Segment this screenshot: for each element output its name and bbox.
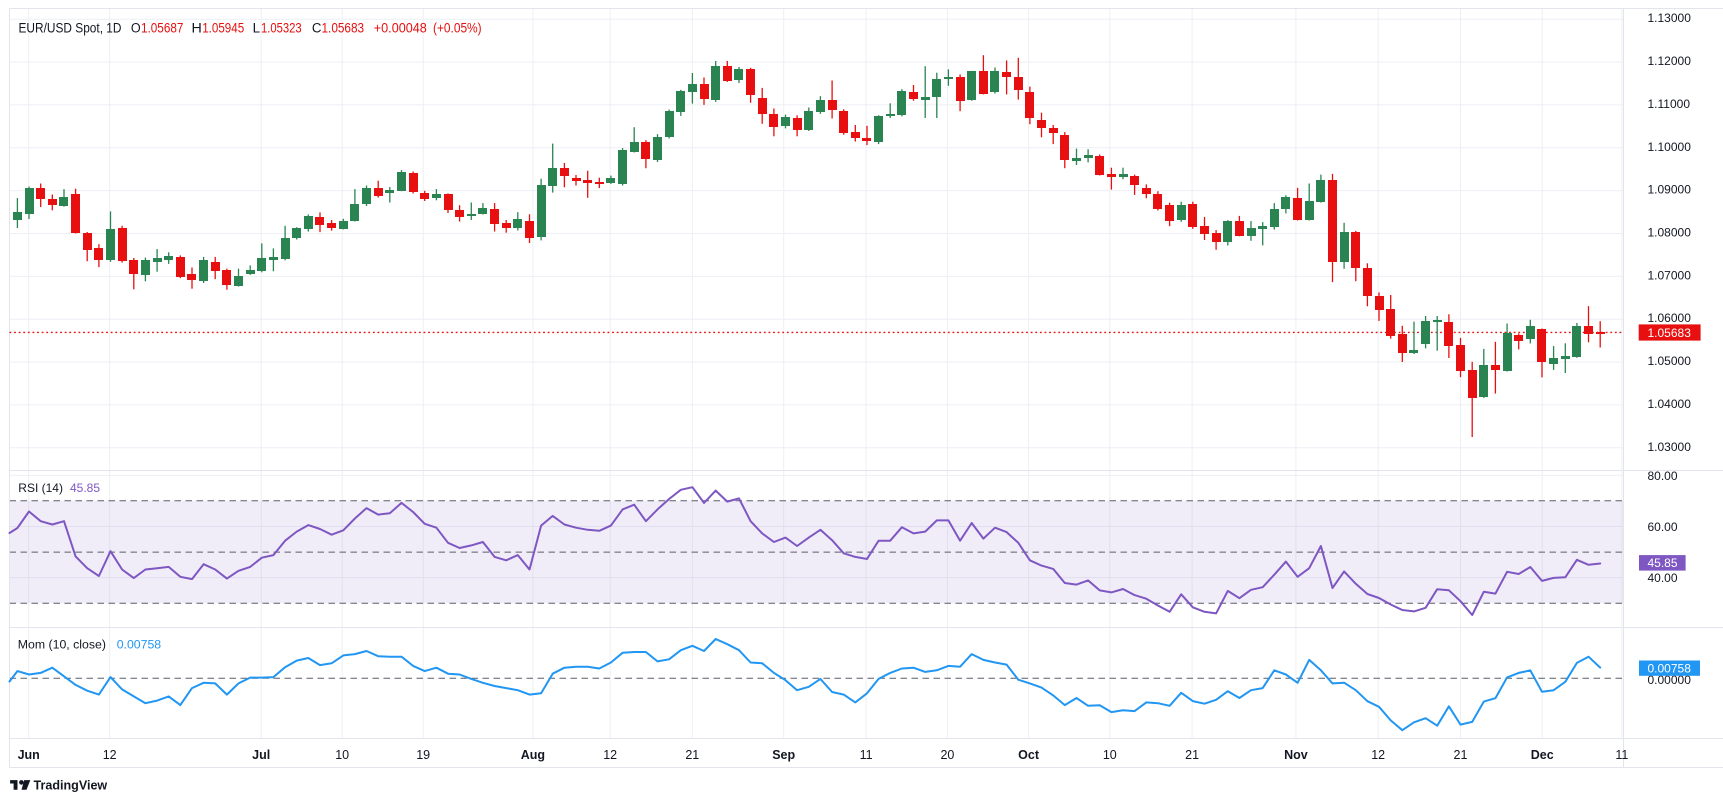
- svg-text:Sep: Sep: [772, 748, 795, 762]
- svg-text:Oct: Oct: [1018, 748, 1040, 762]
- svg-text:45.85: 45.85: [1648, 556, 1678, 570]
- svg-text:+0.00048: +0.00048: [374, 21, 427, 37]
- svg-text:1.06000: 1.06000: [1648, 311, 1692, 325]
- svg-text:1.11000: 1.11000: [1648, 97, 1691, 111]
- svg-text:1.05945: 1.05945: [202, 21, 244, 37]
- svg-text:1.10000: 1.10000: [1648, 140, 1692, 154]
- svg-text:40.00: 40.00: [1648, 571, 1678, 585]
- svg-text:12: 12: [603, 748, 617, 762]
- svg-text:80.00: 80.00: [1648, 469, 1678, 483]
- svg-text:Nov: Nov: [1284, 748, 1308, 762]
- svg-text:12: 12: [1371, 748, 1385, 762]
- svg-text:21: 21: [1185, 748, 1199, 762]
- svg-text:1.08000: 1.08000: [1648, 226, 1692, 240]
- svg-text:(+0.05%): (+0.05%): [433, 21, 482, 37]
- svg-text:L: L: [253, 21, 261, 37]
- svg-text:0.00000: 0.00000: [1648, 673, 1692, 687]
- svg-text:Aug: Aug: [521, 748, 545, 762]
- svg-text:1.12000: 1.12000: [1648, 54, 1692, 68]
- svg-text:20: 20: [940, 748, 954, 762]
- svg-text:1.05687: 1.05687: [141, 21, 183, 37]
- svg-text:1.05000: 1.05000: [1648, 354, 1692, 368]
- svg-text:1.05683: 1.05683: [322, 21, 365, 37]
- svg-text:1.04000: 1.04000: [1648, 397, 1692, 411]
- svg-text:1.03000: 1.03000: [1648, 440, 1692, 454]
- svg-text:O: O: [131, 21, 141, 37]
- svg-text:11: 11: [1615, 748, 1628, 762]
- svg-text:Jul: Jul: [252, 748, 270, 762]
- svg-text:21: 21: [685, 748, 699, 762]
- svg-text:Dec: Dec: [1531, 748, 1554, 762]
- svg-text:45.85: 45.85: [70, 481, 100, 495]
- svg-text:RSI (14): RSI (14): [18, 481, 63, 495]
- svg-text:1.05683: 1.05683: [1648, 326, 1692, 340]
- svg-text:12: 12: [103, 748, 117, 762]
- svg-text:0.00758: 0.00758: [117, 637, 162, 651]
- svg-text:EUR/USD Spot, 1D: EUR/USD Spot, 1D: [19, 21, 122, 37]
- svg-text:1.13000: 1.13000: [1648, 11, 1692, 25]
- svg-text:11: 11: [860, 748, 873, 762]
- svg-text:10: 10: [335, 748, 349, 762]
- svg-text:19: 19: [416, 748, 430, 762]
- svg-text:21: 21: [1454, 748, 1468, 762]
- svg-text:C: C: [312, 21, 322, 37]
- svg-text:1.05323: 1.05323: [261, 21, 302, 37]
- svg-text:1.07000: 1.07000: [1648, 268, 1692, 282]
- svg-text:H: H: [192, 21, 202, 37]
- svg-text:Jun: Jun: [18, 748, 40, 762]
- svg-text:0.00758: 0.00758: [1648, 662, 1692, 676]
- svg-text:60.00: 60.00: [1648, 520, 1678, 534]
- svg-text:1.09000: 1.09000: [1648, 183, 1692, 197]
- svg-text:TradingView: TradingView: [34, 778, 109, 793]
- svg-text:Mom (10, close): Mom (10, close): [18, 637, 106, 651]
- svg-text:10: 10: [1103, 748, 1117, 762]
